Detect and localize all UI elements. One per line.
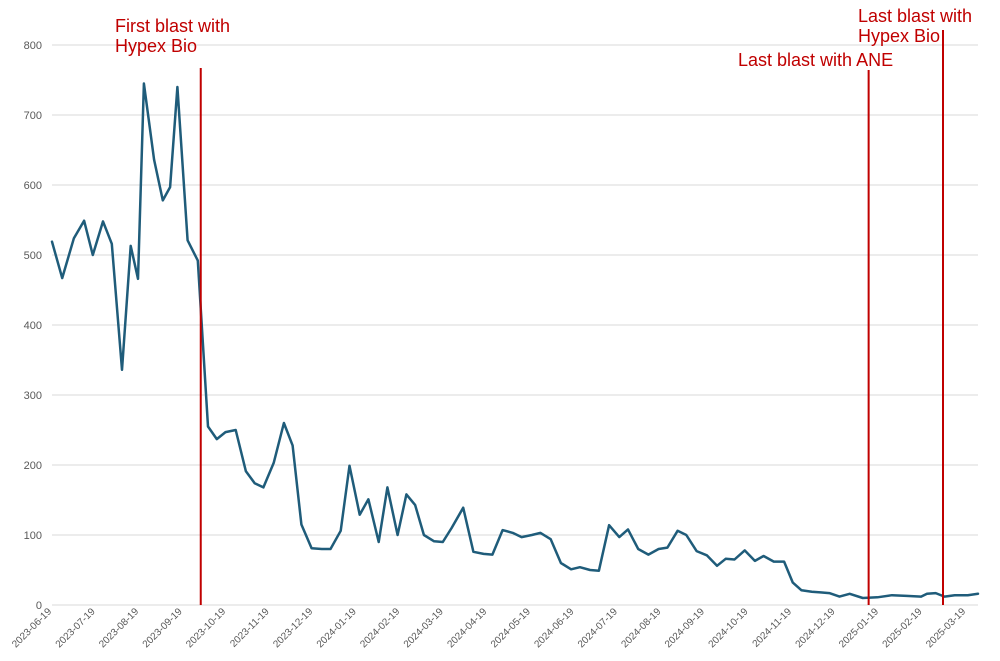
y-tick-label: 500 (24, 250, 42, 262)
y-tick-label: 200 (24, 460, 42, 472)
y-tick-label: 0 (36, 600, 42, 612)
y-tick-label: 600 (24, 180, 42, 192)
series-line-value (50, 82, 980, 600)
annotation-label: First blast with (115, 16, 230, 36)
y-tick-label: 800 (24, 40, 42, 52)
y-tick-label: 100 (24, 530, 42, 542)
annotation-markers (199, 30, 945, 605)
annotation-label: Last blast with ANE (738, 50, 893, 70)
y-tick-label: 400 (24, 320, 42, 332)
annotation-label: Hypex Bio (115, 36, 197, 56)
y-tick-label: 300 (24, 390, 42, 402)
y-axis-ticks: 0 100 200 300 400 500 600 700 800 (24, 40, 42, 612)
annotation-label: Hypex Bio (858, 26, 940, 46)
series-layer (50, 82, 980, 600)
annotation-label: Last blast with (858, 6, 972, 26)
y-tick-label: 700 (24, 110, 42, 122)
